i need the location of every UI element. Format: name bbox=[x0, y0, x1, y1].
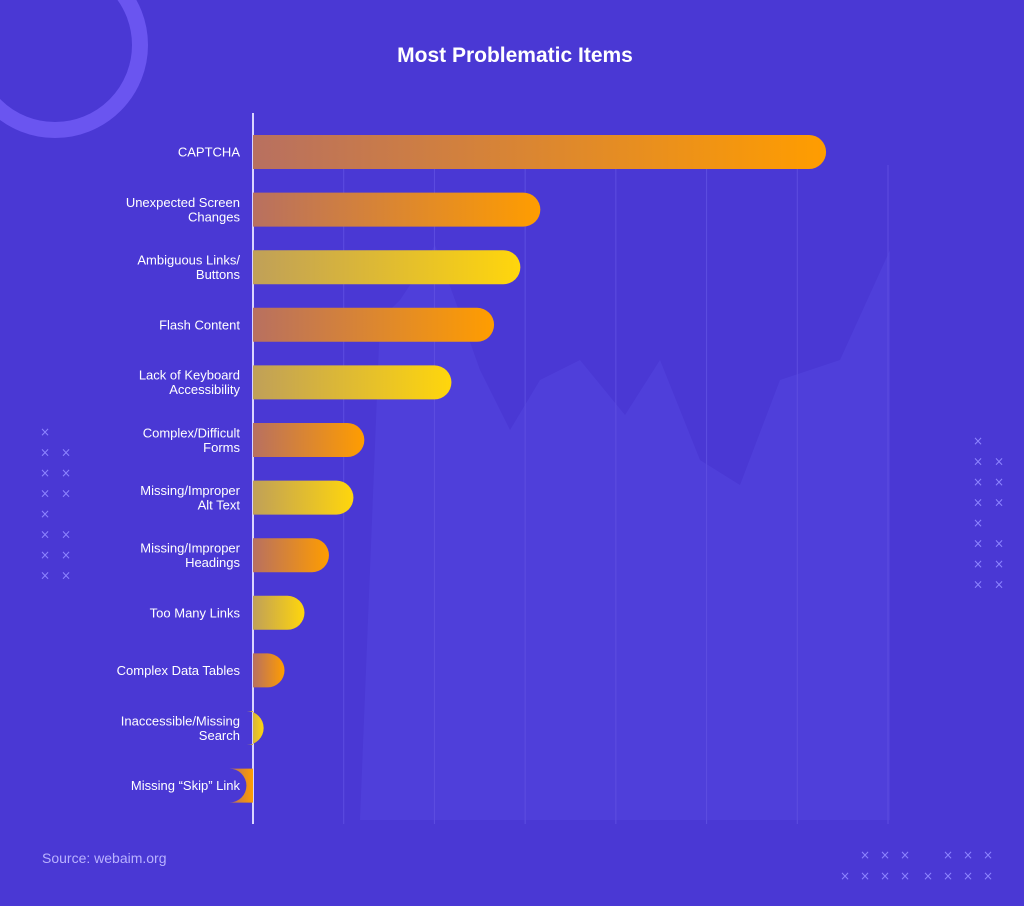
decorative-cross: × bbox=[973, 516, 983, 530]
decorative-cross: × bbox=[880, 869, 890, 883]
bar bbox=[229, 768, 253, 803]
bar bbox=[246, 711, 264, 745]
category-label: Lack of Keyboard Accessibility bbox=[139, 368, 241, 398]
category-label: Unexpected Screen Changes bbox=[126, 195, 241, 225]
bar bbox=[253, 595, 305, 630]
category-label: Missing/Improper Alt Text bbox=[140, 483, 240, 513]
decorative-cross: × bbox=[973, 537, 983, 551]
decorative-cross: × bbox=[40, 425, 50, 439]
category-labels: CAPTCHA Unexpected Screen Changes Ambiguous… bbox=[117, 145, 241, 794]
category-label: Ambiguous Links/Buttons bbox=[137, 252, 240, 282]
decorative-cross: × bbox=[973, 496, 983, 510]
category-label: Complex/Difficult Forms bbox=[143, 425, 241, 455]
decorative-cross: × bbox=[923, 869, 933, 883]
decorative-cross: × bbox=[61, 466, 71, 480]
bar bbox=[253, 423, 365, 457]
decorative-cross: × bbox=[61, 487, 71, 501]
decorative-cross: × bbox=[61, 548, 71, 562]
decorative-cross: × bbox=[973, 578, 983, 592]
decorative-crosses: × × × × × × × × × × × × × × × × × × × × × × × × × × × × × × × × × × × × × × × ×… bbox=[40, 425, 1004, 883]
category-label: Inaccessible/Missing Search bbox=[121, 713, 240, 743]
decorative-cross: × bbox=[973, 434, 983, 448]
decorative-cross: × bbox=[860, 848, 870, 862]
bar bbox=[253, 365, 452, 400]
decorative-cross: × bbox=[40, 548, 50, 562]
decorative-cross: × bbox=[840, 869, 850, 883]
decorative-cross: × bbox=[973, 557, 983, 571]
decorative-cross: × bbox=[61, 569, 71, 583]
bar bbox=[253, 653, 285, 688]
bar bbox=[253, 307, 495, 342]
decorative-cross: × bbox=[973, 475, 983, 489]
category-label: Flash Content bbox=[159, 317, 240, 332]
category-label: Missing/Improper Headings bbox=[140, 541, 240, 571]
decorative-cross: × bbox=[983, 869, 993, 883]
decorative-cross: × bbox=[900, 869, 910, 883]
decorative-cross: × bbox=[880, 848, 890, 862]
decorative-cross: × bbox=[994, 537, 1004, 551]
decorative-cross: × bbox=[943, 848, 953, 862]
decorative-cross: × bbox=[994, 557, 1004, 571]
bar bbox=[253, 250, 521, 285]
decorative-cross: × bbox=[963, 848, 973, 862]
decorative-ring bbox=[0, 0, 148, 138]
decorative-cross: × bbox=[40, 446, 50, 460]
decorative-cross: × bbox=[900, 848, 910, 862]
category-label: Missing “Skip” Link bbox=[131, 778, 241, 793]
decorative-mountain bbox=[360, 245, 890, 820]
bar bbox=[253, 135, 827, 169]
decorative-cross: × bbox=[973, 455, 983, 469]
category-label: Too Many Links bbox=[150, 605, 241, 620]
bar bbox=[253, 480, 354, 515]
decorative-cross: × bbox=[994, 475, 1004, 489]
decorative-cross: × bbox=[963, 869, 973, 883]
decorative-cross: × bbox=[40, 569, 50, 583]
source-note: Source: webaim.org bbox=[42, 850, 167, 866]
decorative-cross: × bbox=[40, 507, 50, 521]
bars bbox=[229, 135, 827, 803]
decorative-cross: × bbox=[40, 487, 50, 501]
decorative-cross: × bbox=[860, 869, 870, 883]
bar bbox=[253, 192, 541, 227]
decorative-cross: × bbox=[61, 528, 71, 542]
decorative-cross: × bbox=[994, 496, 1004, 510]
decorative-cross: × bbox=[61, 446, 71, 460]
decorative-cross: × bbox=[994, 455, 1004, 469]
decorative-cross: × bbox=[983, 848, 993, 862]
bar bbox=[253, 538, 329, 573]
category-label: CAPTCHA bbox=[178, 145, 240, 160]
decorative-cross: × bbox=[40, 528, 50, 542]
decorative-cross: × bbox=[40, 466, 50, 480]
decorative-cross: × bbox=[994, 578, 1004, 592]
category-label: Complex Data Tables bbox=[117, 663, 241, 678]
decorative-cross: × bbox=[943, 869, 953, 883]
chart-title: Most Problematic Items bbox=[397, 44, 633, 67]
